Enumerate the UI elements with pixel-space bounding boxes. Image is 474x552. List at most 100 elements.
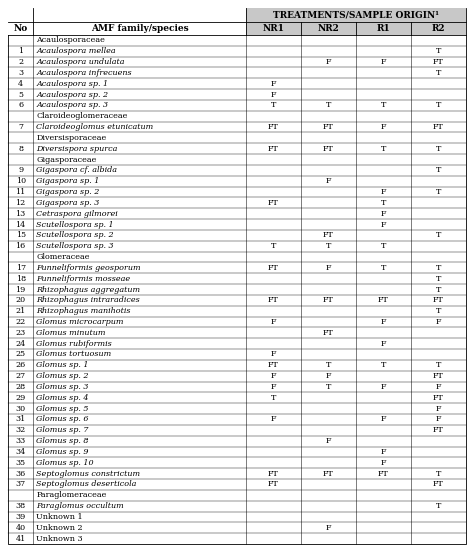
Text: F: F — [381, 123, 386, 131]
Text: 33: 33 — [16, 437, 26, 445]
Text: FT: FT — [268, 199, 279, 207]
Text: FT: FT — [268, 123, 279, 131]
Text: T: T — [381, 264, 386, 272]
Text: F: F — [381, 459, 386, 467]
Text: F: F — [270, 416, 276, 423]
Text: FT: FT — [378, 296, 389, 304]
Text: Funneliformis mosseae: Funneliformis mosseae — [36, 275, 130, 283]
Text: Acaulospora infrecuens: Acaulospora infrecuens — [36, 69, 132, 77]
Text: F: F — [270, 91, 276, 99]
Text: T: T — [271, 394, 276, 402]
Text: F: F — [381, 188, 386, 196]
Text: T: T — [436, 264, 441, 272]
Text: 18: 18 — [16, 275, 26, 283]
Text: Scutellospora sp. 3: Scutellospora sp. 3 — [36, 242, 114, 250]
Text: No: No — [13, 24, 28, 33]
Text: Glomus sp. 9: Glomus sp. 9 — [36, 448, 89, 456]
Text: T: T — [436, 188, 441, 196]
Text: T: T — [436, 231, 441, 240]
Text: 30: 30 — [16, 405, 26, 413]
Text: T: T — [436, 307, 441, 315]
Text: Glomus sp. 1: Glomus sp. 1 — [36, 362, 89, 369]
Text: FT: FT — [433, 426, 444, 434]
Text: FT: FT — [268, 145, 279, 153]
Text: R1: R1 — [376, 24, 390, 33]
Text: Acaulospora sp. 1: Acaulospora sp. 1 — [36, 79, 109, 88]
Text: NR1: NR1 — [262, 24, 284, 33]
Text: Glomus sp. 10: Glomus sp. 10 — [36, 459, 94, 467]
Text: 3: 3 — [18, 69, 23, 77]
Text: 4: 4 — [18, 79, 23, 88]
Text: FT: FT — [433, 58, 444, 66]
Text: F: F — [381, 220, 386, 229]
Text: T: T — [436, 502, 441, 510]
Text: T: T — [436, 285, 441, 294]
Text: 14: 14 — [16, 220, 26, 229]
Text: NR2: NR2 — [317, 24, 339, 33]
Text: T: T — [436, 102, 441, 109]
Text: 28: 28 — [16, 383, 26, 391]
Text: AMF family/species: AMF family/species — [91, 24, 188, 33]
Text: T: T — [326, 383, 331, 391]
Text: F: F — [381, 58, 386, 66]
Text: 23: 23 — [16, 329, 26, 337]
Text: F: F — [270, 318, 276, 326]
Text: 35: 35 — [16, 459, 26, 467]
Text: 41: 41 — [16, 534, 26, 543]
Text: Acaulosporaceae: Acaulosporaceae — [36, 36, 105, 44]
Text: Glomus rubiformis: Glomus rubiformis — [36, 339, 112, 348]
Text: F: F — [326, 524, 331, 532]
Text: 11: 11 — [16, 188, 26, 196]
Text: Glomus microcarpum: Glomus microcarpum — [36, 318, 124, 326]
Text: Acaulospora undulata: Acaulospora undulata — [36, 58, 125, 66]
Text: F: F — [326, 372, 331, 380]
Text: Gigasporaceae: Gigasporaceae — [36, 156, 97, 163]
Text: F: F — [381, 318, 386, 326]
Text: F: F — [381, 339, 386, 348]
Text: T: T — [381, 102, 386, 109]
Text: 2: 2 — [18, 58, 23, 66]
Text: Glomus sp. 8: Glomus sp. 8 — [36, 437, 89, 445]
Text: Scutellospora sp. 1: Scutellospora sp. 1 — [36, 220, 114, 229]
Bar — [8, 8, 466, 35]
Text: Glomus minutum: Glomus minutum — [36, 329, 106, 337]
Text: 7: 7 — [18, 123, 23, 131]
Text: F: F — [381, 383, 386, 391]
Text: Claroideoglomus etunicatum: Claroideoglomus etunicatum — [36, 123, 154, 131]
Text: T: T — [436, 275, 441, 283]
Text: F: F — [381, 448, 386, 456]
Text: FT: FT — [323, 296, 334, 304]
Text: 17: 17 — [16, 264, 26, 272]
Text: 39: 39 — [16, 513, 26, 521]
Text: F: F — [270, 79, 276, 88]
Text: FT: FT — [323, 145, 334, 153]
Text: Diversispora spurca: Diversispora spurca — [36, 145, 118, 153]
Text: 27: 27 — [16, 372, 26, 380]
Text: FT: FT — [433, 394, 444, 402]
Text: FT: FT — [323, 123, 334, 131]
Text: FT: FT — [268, 362, 279, 369]
Text: F: F — [436, 405, 441, 413]
Text: Unknown 3: Unknown 3 — [36, 534, 83, 543]
Text: T: T — [326, 242, 331, 250]
Text: Acaulospora sp. 3: Acaulospora sp. 3 — [36, 102, 109, 109]
Text: 10: 10 — [16, 177, 26, 185]
Text: Claroideoglomeraceae: Claroideoglomeraceae — [36, 112, 128, 120]
Text: Glomeraceae: Glomeraceae — [36, 253, 90, 261]
Text: FT: FT — [268, 264, 279, 272]
Text: F: F — [270, 383, 276, 391]
Text: Gigaspora sp. 1: Gigaspora sp. 1 — [36, 177, 100, 185]
Text: Gigaspora sp. 3: Gigaspora sp. 3 — [36, 199, 100, 207]
Text: FT: FT — [323, 329, 334, 337]
Text: T: T — [326, 102, 331, 109]
Text: 32: 32 — [16, 426, 26, 434]
Text: Unknown 1: Unknown 1 — [36, 513, 83, 521]
Text: Unknown 2: Unknown 2 — [36, 524, 83, 532]
Text: Glomus sp. 6: Glomus sp. 6 — [36, 416, 89, 423]
Text: Scutellospora sp. 2: Scutellospora sp. 2 — [36, 231, 114, 240]
Text: 8: 8 — [18, 145, 23, 153]
Text: T: T — [436, 362, 441, 369]
Text: 25: 25 — [16, 351, 26, 358]
Bar — [8, 8, 246, 22]
Text: Paraglomeraceae: Paraglomeraceae — [36, 491, 107, 499]
